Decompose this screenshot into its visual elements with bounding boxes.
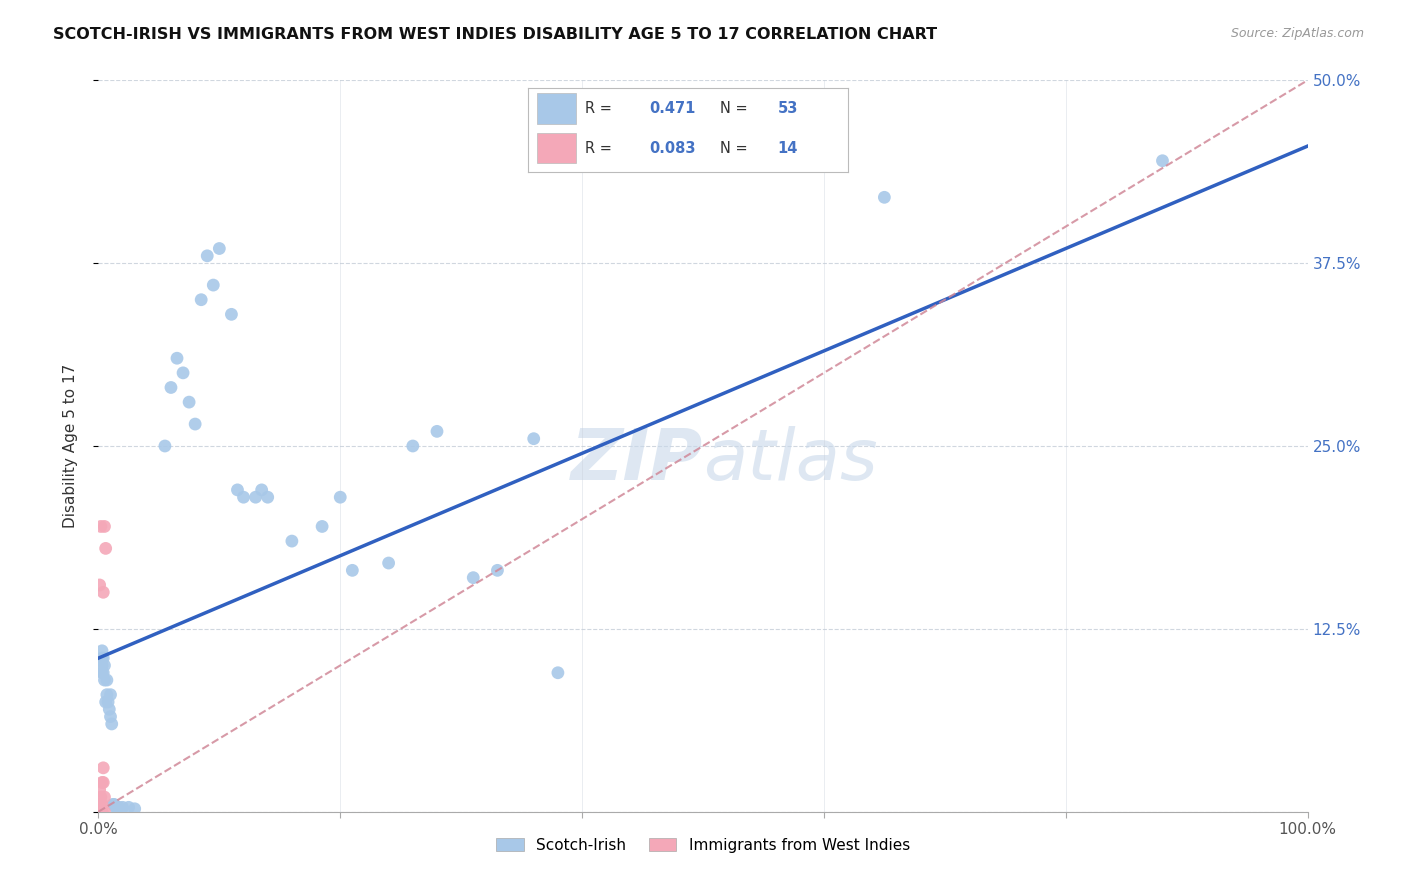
Text: atlas: atlas	[703, 426, 877, 495]
Point	[89, 782, 111, 797]
Point	[93, 805, 115, 819]
Point	[1152, 153, 1174, 168]
Point	[190, 293, 212, 307]
Point	[96, 688, 118, 702]
Point	[91, 797, 114, 812]
Point	[91, 775, 114, 789]
Point	[91, 658, 114, 673]
Point	[118, 800, 141, 814]
Point	[329, 490, 352, 504]
Point	[111, 800, 134, 814]
Point	[100, 688, 122, 702]
Point	[377, 556, 399, 570]
Point	[160, 380, 183, 394]
Point	[523, 432, 546, 446]
Point	[91, 644, 114, 658]
Point	[124, 802, 146, 816]
Point	[93, 519, 115, 533]
Text: Source: ZipAtlas.com: Source: ZipAtlas.com	[1230, 27, 1364, 40]
Point	[547, 665, 569, 680]
Point	[486, 563, 509, 577]
Point	[91, 651, 114, 665]
Point	[202, 278, 225, 293]
Point	[89, 805, 111, 819]
Point	[463, 571, 485, 585]
Text: SCOTCH-IRISH VS IMMIGRANTS FROM WEST INDIES DISABILITY AGE 5 TO 17 CORRELATION C: SCOTCH-IRISH VS IMMIGRANTS FROM WEST IND…	[53, 27, 938, 42]
Point	[179, 395, 201, 409]
Point	[172, 366, 194, 380]
Point	[93, 790, 115, 805]
Point	[90, 805, 112, 819]
Point	[402, 439, 425, 453]
Point	[256, 490, 278, 504]
Point	[91, 761, 114, 775]
Point	[91, 651, 114, 665]
Point	[103, 797, 125, 812]
Point	[93, 673, 115, 687]
Point	[90, 790, 112, 805]
Point	[105, 800, 128, 814]
Point	[89, 797, 111, 812]
Point	[90, 800, 112, 814]
Point	[94, 695, 117, 709]
Point	[873, 190, 896, 204]
Point	[311, 519, 333, 533]
Point	[98, 702, 121, 716]
Y-axis label: Disability Age 5 to 17: Disability Age 5 to 17	[63, 364, 77, 528]
Point	[89, 578, 111, 592]
Point	[108, 800, 131, 814]
Point	[91, 665, 114, 680]
Point	[91, 775, 114, 789]
Point	[153, 439, 176, 453]
Point	[100, 717, 122, 731]
Point	[93, 658, 115, 673]
Point	[221, 307, 243, 321]
Point	[89, 797, 111, 812]
Point	[195, 249, 218, 263]
Point	[166, 351, 188, 366]
Text: ZIP: ZIP	[571, 426, 703, 495]
Point	[184, 417, 207, 431]
Point	[226, 483, 249, 497]
Point	[250, 483, 273, 497]
Point	[96, 673, 118, 687]
Point	[245, 490, 267, 504]
Point	[91, 805, 114, 819]
Point	[104, 800, 127, 814]
Point	[100, 709, 122, 723]
Point	[91, 665, 114, 680]
Point	[208, 242, 231, 256]
Point	[281, 534, 304, 549]
Point	[97, 695, 120, 709]
Point	[90, 519, 112, 533]
Point	[342, 563, 364, 577]
Point	[94, 541, 117, 556]
Legend: Scotch-Irish, Immigrants from West Indies: Scotch-Irish, Immigrants from West Indie…	[491, 831, 915, 859]
Point	[426, 425, 449, 439]
Point	[91, 585, 114, 599]
Point	[91, 805, 114, 819]
Point	[101, 797, 124, 812]
Point	[232, 490, 254, 504]
